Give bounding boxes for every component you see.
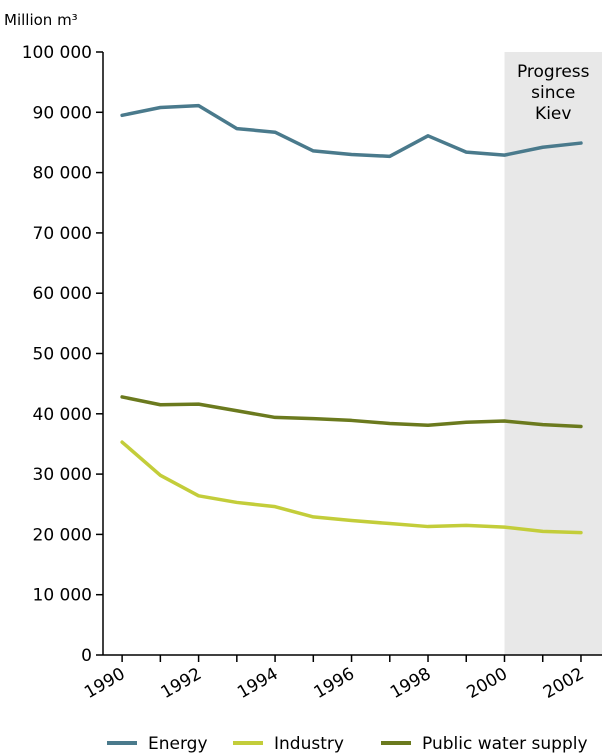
x-tick-label: 2000 bbox=[464, 664, 511, 703]
series-line-public-water-supply bbox=[120, 395, 583, 429]
x-tick-label: 1992 bbox=[158, 664, 205, 703]
y-tick-label: 0 bbox=[81, 646, 92, 666]
x-tick-label: 2002 bbox=[540, 664, 587, 703]
axes-layer: 0 10 000 20 000 30 000 40 000 50 000 60 000 70 … bbox=[22, 43, 602, 703]
y-tick-label: 60 000 bbox=[33, 284, 92, 304]
y-tick-label: 100 000 bbox=[22, 43, 92, 63]
y-tick-label: 50 000 bbox=[33, 345, 92, 365]
y-tick-label: 20 000 bbox=[33, 525, 92, 545]
series-layer bbox=[120, 103, 583, 535]
y-tick-label: 10 000 bbox=[33, 586, 92, 606]
y-tick-label: 40 000 bbox=[33, 405, 92, 425]
y-unit-label: Million m³ bbox=[4, 11, 78, 29]
legend-label: Industry bbox=[274, 734, 344, 753]
x-tick-label: 1994 bbox=[234, 664, 281, 703]
y-tick-label: 30 000 bbox=[33, 465, 92, 485]
y-tick-label: 70 000 bbox=[33, 224, 92, 244]
legend-label: Public water supply bbox=[422, 734, 588, 753]
x-tick-label: 1998 bbox=[387, 664, 434, 703]
series-line-energy bbox=[120, 103, 583, 159]
band-label-line: Progress bbox=[517, 62, 590, 82]
legend: Energy Industry Public water supply bbox=[107, 734, 588, 753]
x-tick-label: 1990 bbox=[81, 664, 128, 703]
legend-label: Energy bbox=[148, 734, 208, 753]
series-line-industry bbox=[120, 440, 583, 535]
x-tick-label: 1996 bbox=[311, 664, 358, 703]
y-tick-label: 80 000 bbox=[33, 164, 92, 184]
band-label-line: since bbox=[531, 83, 575, 103]
highlight-band bbox=[504, 52, 602, 655]
band-label-line: Kiev bbox=[535, 104, 571, 124]
y-tick-label: 90 000 bbox=[33, 103, 92, 123]
